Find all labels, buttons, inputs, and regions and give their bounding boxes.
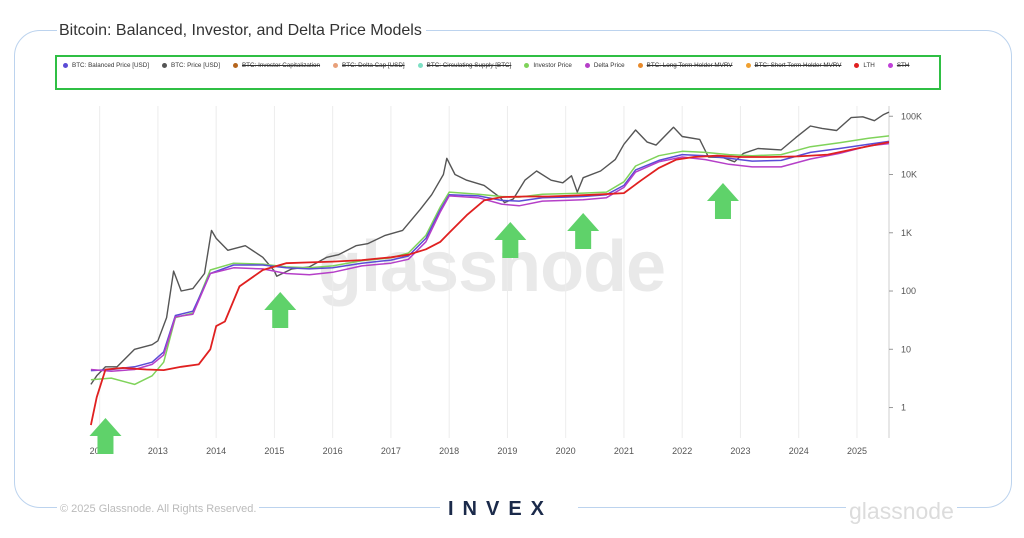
y-tick-label: 100K <box>901 111 922 121</box>
legend-item[interactable]: BTC: Short Term Holder MVRV <box>745 60 842 70</box>
legend-swatch <box>854 62 860 68</box>
legend-label: BTC: Long Term Holder MVRV <box>646 61 733 69</box>
series-line-lth <box>90 141 890 426</box>
legend-label: Investor Price <box>533 61 572 69</box>
series-line-delta-price <box>90 142 890 372</box>
legend-swatch <box>584 62 590 68</box>
legend-item[interactable]: BTC: Long Term Holder MVRV <box>637 60 733 70</box>
up-arrow-annotation <box>494 222 527 258</box>
chart-frame <box>14 30 1012 508</box>
x-tick-label: 2018 <box>439 446 459 456</box>
x-tick-label: 2025 <box>847 446 867 456</box>
legend-swatch <box>745 62 751 68</box>
legend-item[interactable]: LTH <box>854 60 875 70</box>
x-tick-label: 2020 <box>556 446 576 456</box>
y-tick-label: 1K <box>901 228 912 238</box>
legend-label: LTH <box>863 61 875 69</box>
x-tick-label: 2023 <box>730 446 750 456</box>
y-tick-label: 10K <box>901 170 917 180</box>
invex-logo: INVEX <box>440 488 578 528</box>
legend-item[interactable]: Investor Price <box>524 60 572 70</box>
legend-item[interactable]: BTC: Delta Cap [USD] <box>333 60 405 70</box>
legend-swatch <box>333 62 339 68</box>
x-tick-label: 2022 <box>672 446 692 456</box>
legend-item[interactable]: BTC: Circulating Supply [BTC] <box>417 60 512 70</box>
x-tick-label: 2015 <box>264 446 284 456</box>
series-line-btc-price-usd <box>90 111 890 385</box>
x-tick-label: 2021 <box>614 446 634 456</box>
legend-label: STH <box>896 61 910 69</box>
y-tick-label: 1 <box>901 403 906 413</box>
legend-label: BTC: Balanced Price [USD] <box>72 61 149 69</box>
legend: BTC: Balanced Price [USD] BTC: Price [USD… <box>55 55 941 90</box>
legend-item[interactable]: BTC: Balanced Price [USD] <box>63 60 149 70</box>
up-arrow-annotation <box>89 418 122 454</box>
legend-label: BTC: Investor Capitalization <box>241 61 321 69</box>
legend-label: BTC: Price [USD] <box>171 61 220 69</box>
x-tick-label: 2016 <box>323 446 343 456</box>
invex-logo-text: INVEX <box>448 498 554 520</box>
x-tick-label: 2014 <box>206 446 226 456</box>
legend-label: BTC: Short Term Holder MVRV <box>754 61 842 69</box>
legend-swatch <box>887 62 893 68</box>
legend-label: BTC: Circulating Supply [BTC] <box>426 61 512 69</box>
legend-item[interactable]: STH <box>887 60 910 70</box>
legend-swatch <box>524 62 530 68</box>
legend-swatch <box>162 62 167 68</box>
legend-swatch <box>417 62 423 68</box>
chart-title: Bitcoin: Balanced, Investor, and Delta P… <box>57 22 426 40</box>
up-arrow-annotation <box>264 292 297 328</box>
x-tick-label: 2017 <box>381 446 401 456</box>
up-arrow-annotation <box>567 213 600 249</box>
legend-item[interactable]: BTC: Price [USD] <box>162 60 220 70</box>
series-line-btc-balanced-price-usd <box>90 140 890 372</box>
legend-swatch <box>637 62 643 68</box>
x-tick-label: 2013 <box>148 446 168 456</box>
y-tick-label: 10 <box>901 344 911 354</box>
legend-swatch <box>63 62 68 68</box>
legend-label: Delta Price <box>593 61 625 69</box>
up-arrow-annotation <box>706 183 739 219</box>
copyright-text: © 2025 Glassnode. All Rights Reserved. <box>57 503 260 515</box>
x-tick-label: 2019 <box>497 446 517 456</box>
legend-item[interactable]: BTC: Investor Capitalization <box>232 60 321 70</box>
legend-item[interactable]: Delta Price <box>584 60 625 70</box>
x-tick-label: 2024 <box>789 446 809 456</box>
glassnode-logo: glassnode <box>846 498 957 525</box>
legend-label: BTC: Delta Cap [USD] <box>342 61 405 69</box>
legend-swatch <box>232 62 238 68</box>
y-tick-label: 100 <box>901 286 916 296</box>
